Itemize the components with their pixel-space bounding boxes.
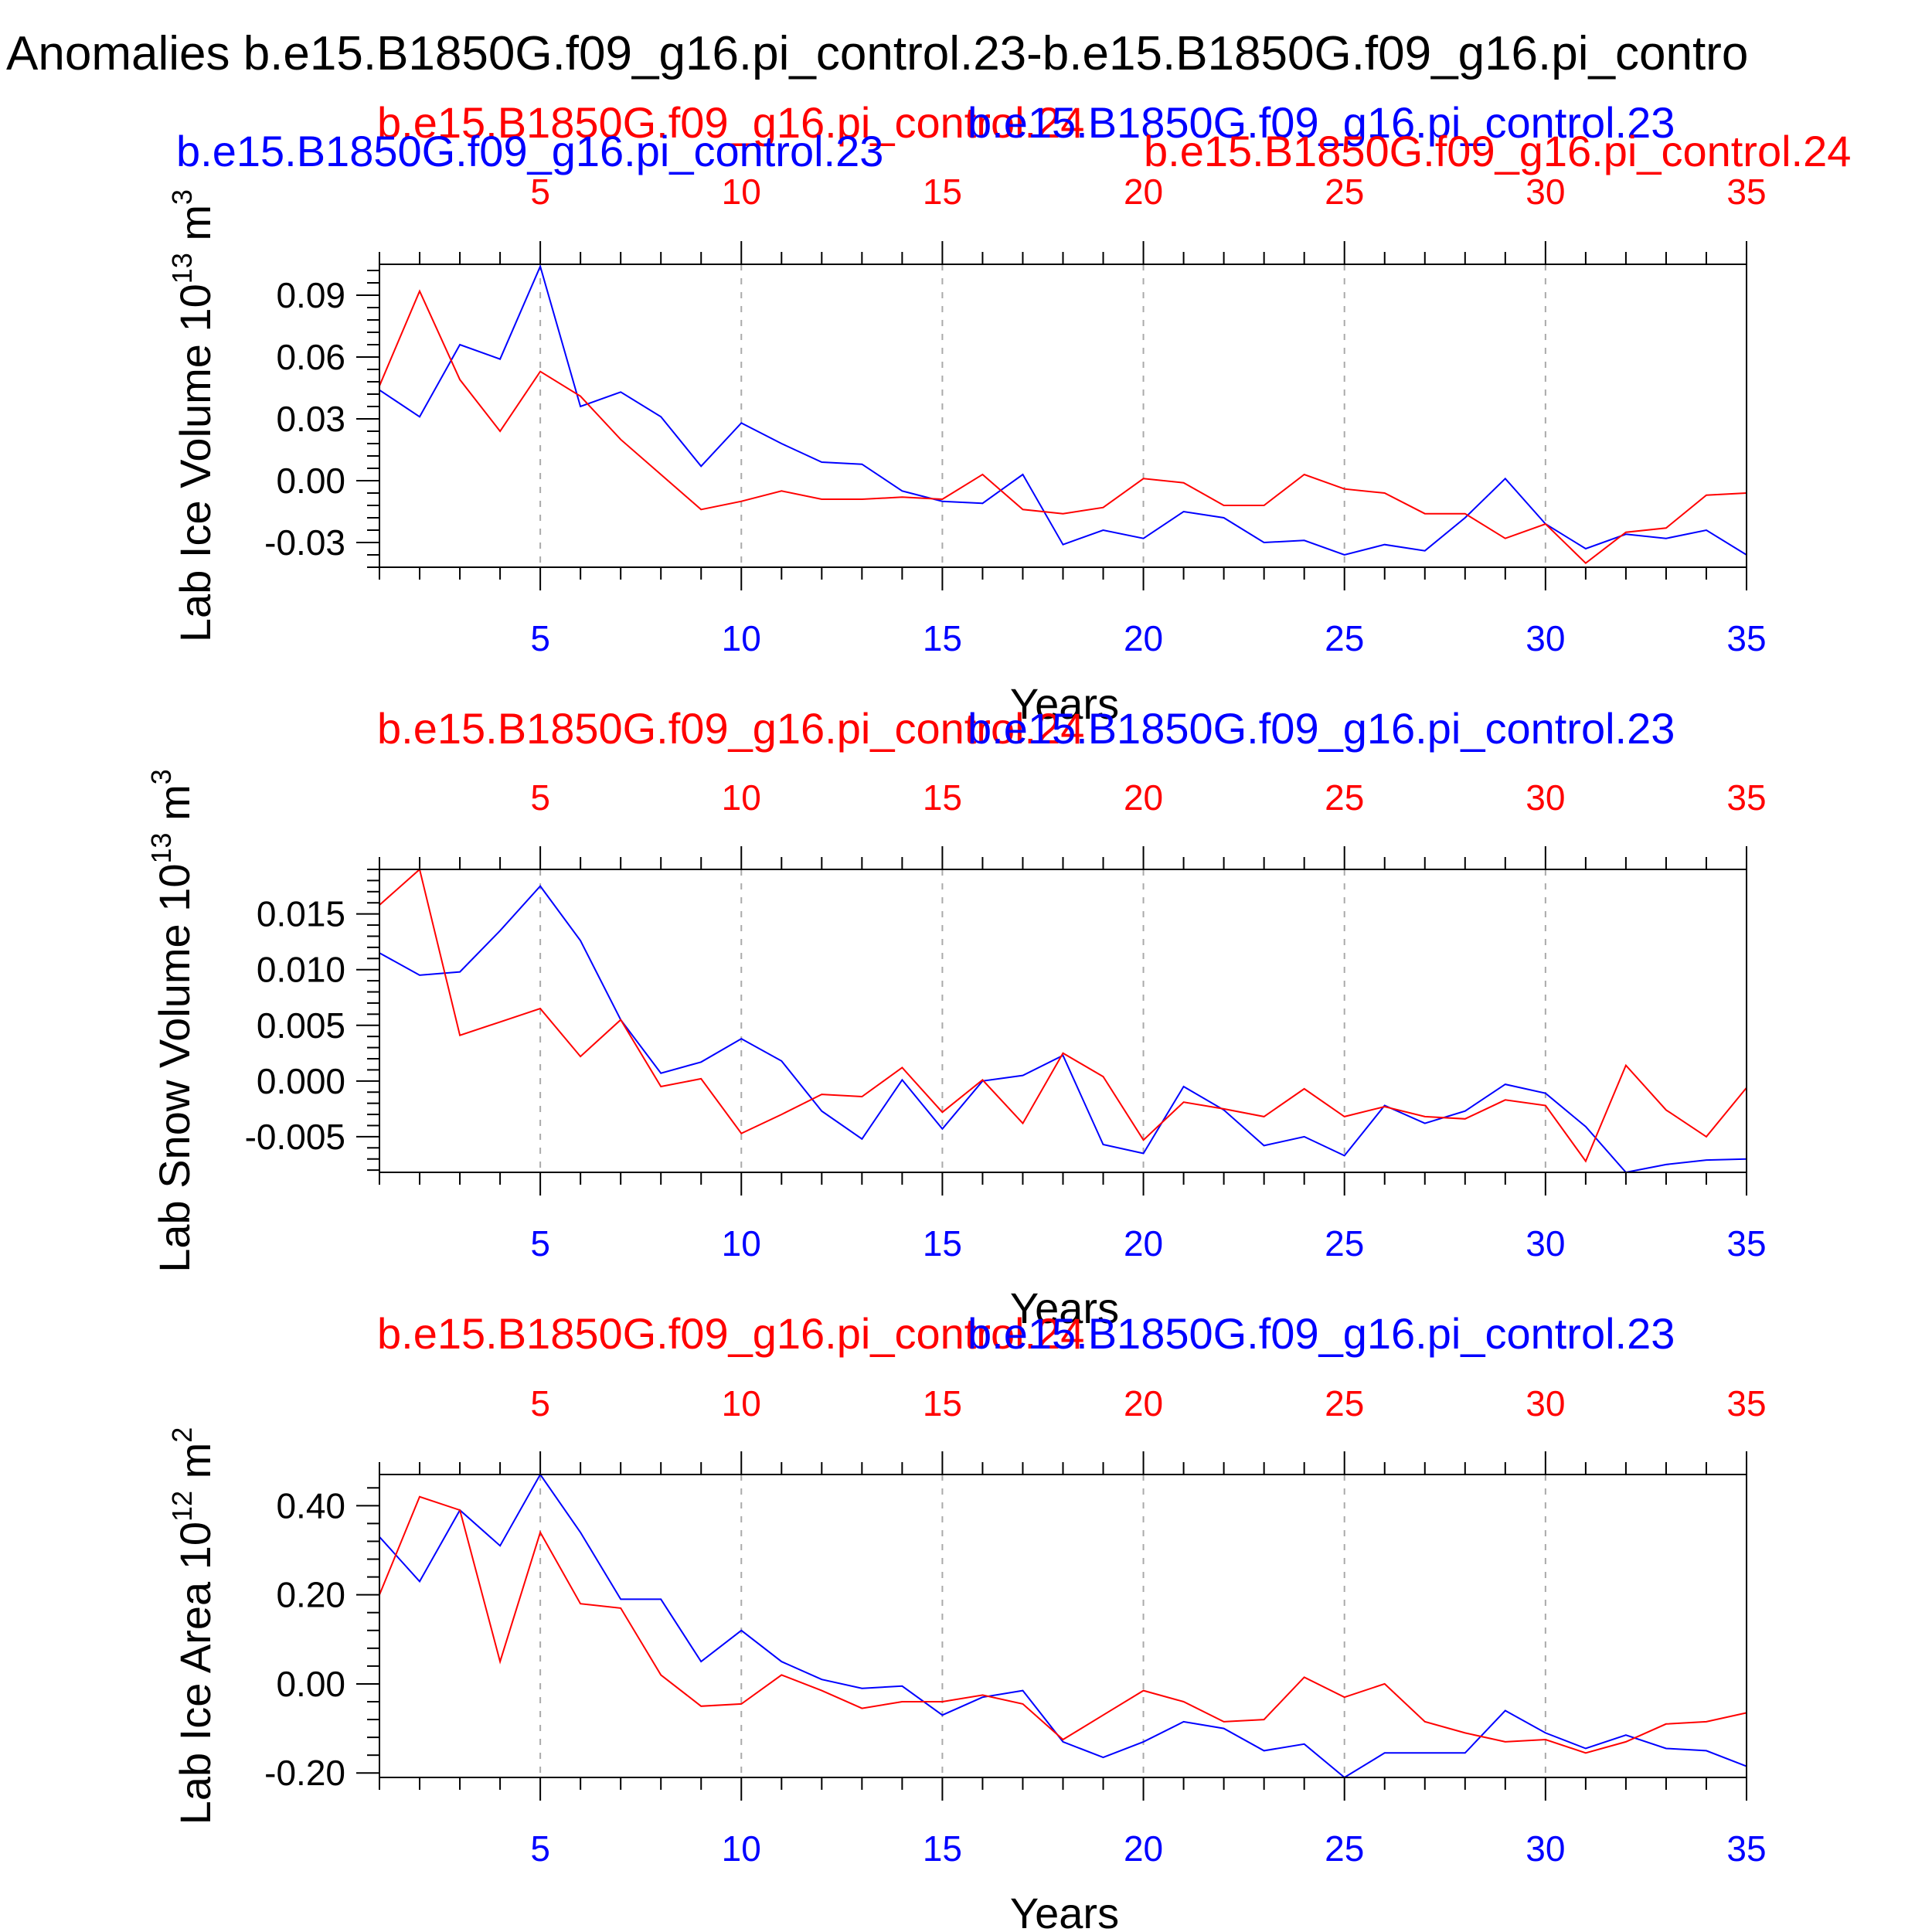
series-label: b.e15.B1850G.f09_g16.pi_control.24 [1144, 127, 1851, 175]
x-tick-label-bottom: 10 [722, 1828, 761, 1869]
plot-frame [379, 1474, 1747, 1778]
x-tick-label-bottom: 35 [1726, 1828, 1766, 1869]
x-tick-label-top: 25 [1325, 1383, 1364, 1423]
x-tick-label-top: 30 [1526, 777, 1565, 818]
x-tick-label-top: 35 [1726, 777, 1766, 818]
x-tick-label-bottom: 15 [923, 618, 962, 658]
x-axis-title: Years [1010, 1284, 1119, 1332]
chart-panel-2: -0.005 0.000 0.005 0.010 0.015 5 5 10 10 15 15 20 20… [145, 704, 1767, 1332]
x-tick-label-top: 10 [722, 1383, 761, 1423]
series-line-1 [379, 1473, 1747, 1779]
series-line-2 [379, 868, 1747, 1163]
y-tick-label: 0.015 [257, 894, 345, 934]
x-tick-label-bottom: 35 [1726, 1223, 1766, 1264]
x-tick-label-bottom: 5 [530, 1223, 550, 1264]
x-tick-label-bottom: 5 [530, 618, 550, 658]
x-tick-label-bottom: 20 [1124, 1828, 1163, 1869]
y-tick-label: 0.06 [276, 337, 345, 377]
y-tick-label: -0.20 [264, 1753, 345, 1793]
x-tick-label-bottom: 30 [1526, 1828, 1565, 1869]
x-tick-label-bottom: 30 [1526, 618, 1565, 658]
series-label: b.e15.B1850G.f09_g16.pi_control.24 [377, 98, 1084, 147]
x-tick-label-bottom: 10 [722, 1223, 761, 1264]
x-tick-label-top: 5 [530, 777, 550, 818]
y-tick-label: 0.010 [257, 950, 345, 990]
series-label: b.e15.B1850G.f09_g16.pi_control.23 [968, 98, 1675, 147]
y-tick-label: 0.00 [276, 461, 345, 501]
chart-panel-1: -0.03 0.00 0.03 0.06 0.09 5 5 10 10 15 15 20 20 25 25 3… [166, 98, 1851, 728]
series-line-1 [379, 885, 1747, 1174]
y-tick-label: -0.005 [245, 1117, 345, 1157]
chart-panel-3: -0.20 0.00 0.20 0.40 5 5 10 10 15 15 20 20 25 25 30 30 3… [166, 1309, 1767, 1932]
y-tick-label: 0.40 [276, 1485, 345, 1526]
x-tick-label-bottom: 15 [923, 1223, 962, 1264]
x-tick-label-top: 20 [1124, 172, 1163, 212]
x-tick-label-bottom: 10 [722, 618, 761, 658]
x-axis-title: Years [1010, 679, 1119, 728]
series-line-2 [379, 289, 1747, 565]
y-tick-label: 0.005 [257, 1005, 345, 1046]
y-tick-label: -0.03 [264, 522, 345, 563]
plot-frame [379, 264, 1747, 568]
x-tick-label-top: 10 [722, 172, 761, 212]
y-tick-label: 0.03 [276, 399, 345, 439]
x-tick-label-bottom: 5 [530, 1828, 550, 1869]
y-axis-title: Lab Ice Area 1012 m2 [166, 1427, 219, 1825]
x-tick-label-top: 15 [923, 172, 962, 212]
x-tick-label-top: 25 [1325, 777, 1364, 818]
x-tick-label-top: 20 [1124, 1383, 1163, 1423]
y-tick-label: 0.20 [276, 1575, 345, 1615]
series-line-2 [379, 1495, 1747, 1754]
x-tick-label-top: 30 [1526, 1383, 1565, 1423]
x-tick-label-bottom: 25 [1325, 618, 1364, 658]
x-tick-label-top: 5 [530, 172, 550, 212]
y-axis-title: Lab Snow Volume 1013 m3 [145, 769, 199, 1273]
x-tick-label-top: 5 [530, 1383, 550, 1423]
x-axis-title: Years [1010, 1889, 1119, 1932]
main-title: Anomalies b.e15.B1850G.f09_g16.pi_contro… [6, 27, 1748, 80]
y-tick-label: 0.000 [257, 1061, 345, 1101]
series-line-1 [379, 264, 1747, 556]
x-tick-label-top: 20 [1124, 777, 1163, 818]
x-tick-label-top: 15 [923, 777, 962, 818]
y-tick-label: 0.09 [276, 275, 345, 315]
x-tick-label-bottom: 30 [1526, 1223, 1565, 1264]
series-label: b.e15.B1850G.f09_g16.pi_control.24 [377, 1309, 1084, 1358]
x-tick-label-top: 15 [923, 1383, 962, 1423]
x-tick-label-bottom: 20 [1124, 1223, 1163, 1264]
x-tick-label-top: 35 [1726, 172, 1766, 212]
x-tick-label-bottom: 35 [1726, 618, 1766, 658]
x-tick-label-top: 10 [722, 777, 761, 818]
series-label: b.e15.B1850G.f09_g16.pi_control.24 [377, 704, 1084, 753]
y-tick-label: 0.00 [276, 1664, 345, 1704]
series-label: b.e15.B1850G.f09_g16.pi_control.23 [968, 704, 1675, 753]
x-tick-label-bottom: 25 [1325, 1223, 1364, 1264]
x-tick-label-bottom: 20 [1124, 618, 1163, 658]
y-axis-title: Lab Ice Volume 1013 m3 [166, 189, 219, 642]
x-tick-label-bottom: 15 [923, 1828, 962, 1869]
series-label: b.e15.B1850G.f09_g16.pi_control.23 [968, 1309, 1675, 1358]
plot-frame [379, 869, 1747, 1173]
x-tick-label-top: 25 [1325, 172, 1364, 212]
x-tick-label-bottom: 25 [1325, 1828, 1364, 1869]
x-tick-label-top: 30 [1526, 172, 1565, 212]
x-tick-label-top: 35 [1726, 1383, 1766, 1423]
series-label: b.e15.B1850G.f09_g16.pi_control.23 [176, 127, 883, 175]
